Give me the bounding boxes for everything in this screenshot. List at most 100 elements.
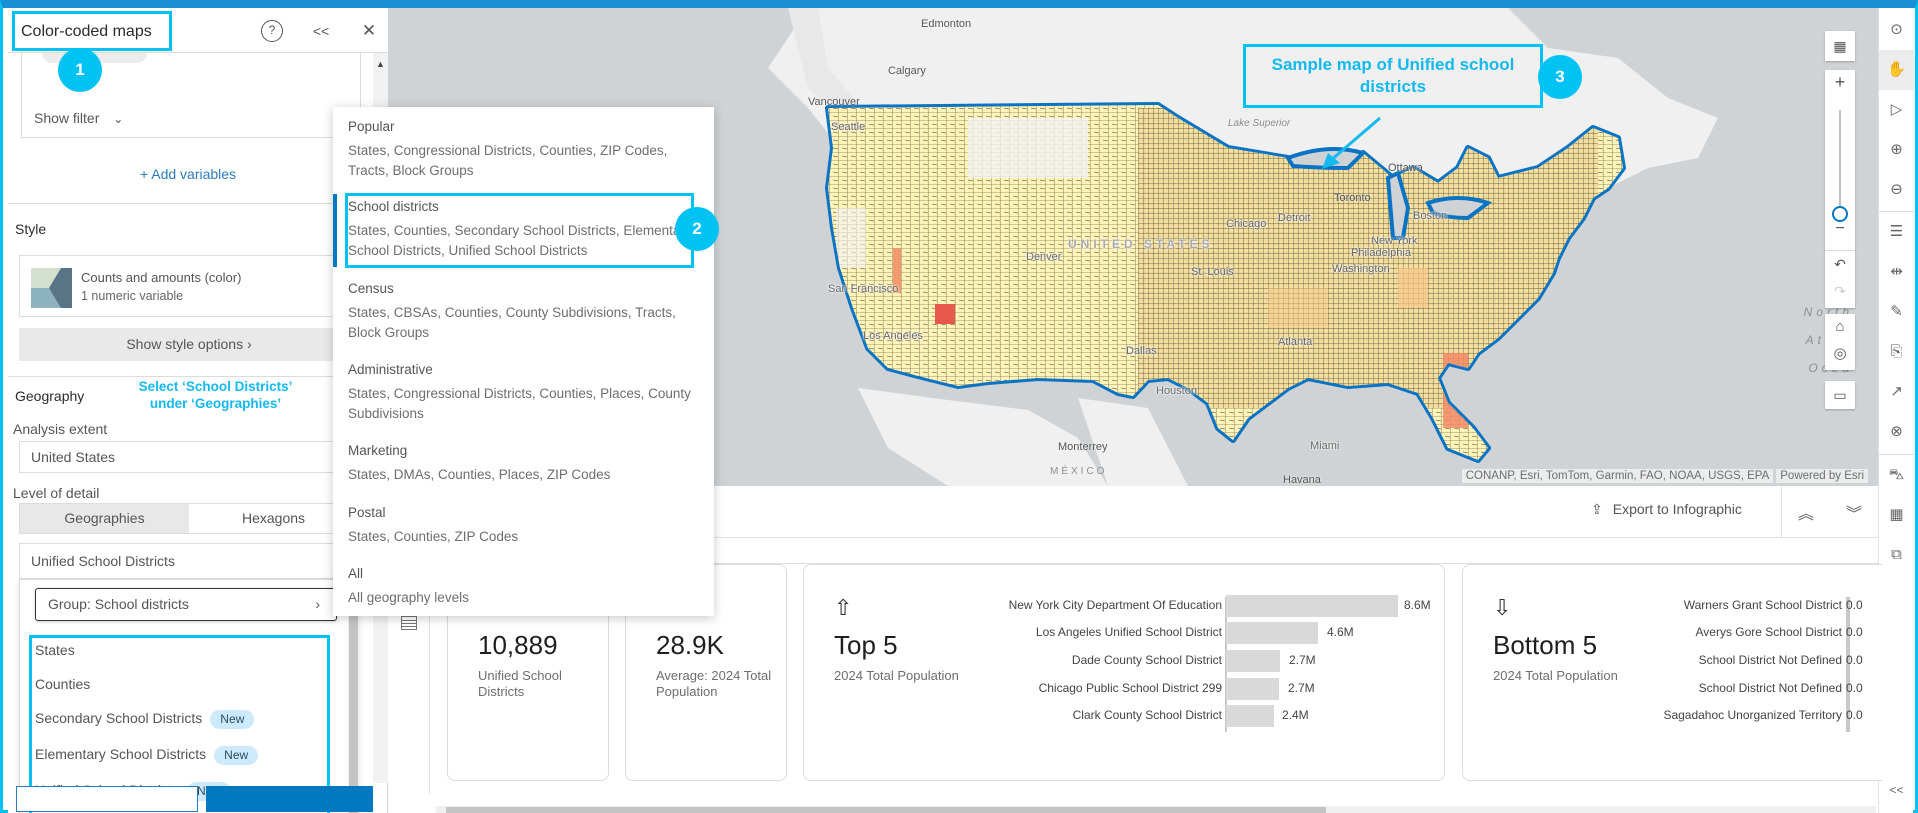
stat-label: Unified School Districts bbox=[478, 668, 562, 699]
panel-header: Color-coded maps ? << ✕ bbox=[8, 8, 388, 53]
legend-icon[interactable]: ☰ bbox=[1889, 223, 1904, 240]
map-label-washington: Washington bbox=[1332, 263, 1390, 275]
drive-time-icon[interactable]: ⛍ bbox=[1888, 466, 1905, 483]
compare-icon[interactable]: ⧉ bbox=[1891, 546, 1902, 563]
stat-label: Average: 2024 Total Population bbox=[656, 668, 772, 699]
top-5-subtitle: 2024 Total Population bbox=[834, 668, 959, 683]
powered-by-esri-link[interactable]: Powered by Esri bbox=[1776, 469, 1868, 483]
add-data-icon[interactable]: ⎘ bbox=[1890, 343, 1903, 360]
arrow-down-icon: ⇩ bbox=[1493, 595, 1512, 620]
dropdown-scrollbar[interactable]: ▼ bbox=[348, 580, 359, 813]
share-icon[interactable]: ↗ bbox=[1890, 383, 1903, 400]
map-label-vancouver: Vancouver bbox=[808, 96, 860, 108]
geo-option-secondary-school-districts[interactable]: Secondary School Districts New bbox=[35, 710, 255, 729]
menu-item-census[interactable]: Census States, CBSAs, Counties, County S… bbox=[333, 281, 714, 341]
style-card[interactable]: Counts and amounts (color) 1 numeric var… bbox=[19, 255, 359, 317]
scrollbar-thumb[interactable] bbox=[349, 580, 358, 813]
measure-icon[interactable]: ⇹ bbox=[1890, 263, 1903, 280]
zoom-in-button[interactable]: + bbox=[1834, 72, 1846, 92]
primary-action-button[interactable] bbox=[206, 786, 373, 812]
map-label-chicago: Chicago bbox=[1226, 218, 1267, 230]
bar-label: School District Not Defined bbox=[1698, 681, 1842, 695]
zoom-out-icon[interactable]: ⊖ bbox=[1890, 181, 1903, 198]
home-locate-control: ⌂ ◎ bbox=[1825, 314, 1855, 370]
close-icon[interactable]: ✕ bbox=[361, 21, 377, 40]
map-label-toronto: Toronto bbox=[1334, 192, 1371, 204]
grid-icon[interactable]: ▦ bbox=[1889, 506, 1904, 523]
geo-option-counties[interactable]: Counties bbox=[35, 676, 90, 692]
style-subtitle: 1 numeric variable bbox=[81, 289, 184, 303]
home-icon[interactable]: ⌂ bbox=[1835, 318, 1845, 335]
clear-icon[interactable]: ⊗ bbox=[1890, 423, 1903, 440]
expand-up-icon[interactable]: ︽ bbox=[1798, 506, 1815, 523]
geography-level-dropdown: Group: School districts › States Countie… bbox=[19, 579, 359, 813]
menu-item-all[interactable]: All All geography levels bbox=[333, 566, 714, 611]
annotation-select-school-districts: Select ‘School Districts’ under ‘Geograp… bbox=[123, 378, 308, 412]
help-icon[interactable]: ? bbox=[261, 20, 283, 42]
redo-button[interactable]: ↷ bbox=[1834, 283, 1846, 299]
menu-item-popular[interactable]: Popular States, Congressional Districts,… bbox=[333, 119, 714, 179]
pin-icon[interactable]: ⊙ bbox=[1890, 21, 1903, 38]
menu-item-desc: All geography levels bbox=[348, 590, 469, 605]
menu-item-title: All bbox=[348, 566, 364, 581]
menu-item-title: Marketing bbox=[348, 443, 408, 458]
menu-item-desc: States, Counties, ZIP Codes bbox=[348, 529, 519, 544]
export-to-infographic-button[interactable]: ⇪ Export to Infographic bbox=[1591, 501, 1742, 518]
geo-option-states[interactable]: States bbox=[35, 642, 75, 658]
chevron-down-icon: ⌄ bbox=[113, 112, 124, 126]
pan-icon[interactable]: ✋ bbox=[1879, 50, 1914, 90]
bar-label: Averys Gore School District bbox=[1695, 625, 1843, 639]
show-style-options-button[interactable]: Show style options › bbox=[19, 328, 359, 361]
callout-badge-2: 2 bbox=[675, 207, 719, 251]
callout-badge-3: 3 bbox=[1538, 55, 1582, 99]
new-badge: New bbox=[214, 746, 259, 765]
selected-indicator bbox=[333, 194, 337, 267]
analysis-extent-field[interactable]: United States bbox=[19, 441, 359, 473]
zoom-slider-track[interactable] bbox=[1839, 110, 1841, 210]
tab-geographies[interactable]: Geographies bbox=[20, 504, 189, 533]
zoom-out-button[interactable]: − bbox=[1835, 220, 1845, 237]
zoom-in-icon[interactable]: ⊕ bbox=[1890, 141, 1903, 158]
table-icon[interactable] bbox=[401, 616, 417, 630]
tab-hexagons[interactable]: Hexagons bbox=[241, 510, 306, 526]
collapse-panel-icon[interactable]: << bbox=[312, 23, 330, 39]
summary-horizontal-scrollbar[interactable] bbox=[436, 806, 1876, 813]
geo-option-elementary-school-districts[interactable]: Elementary School Districts New bbox=[35, 746, 259, 765]
zoom-slider-handle[interactable] bbox=[1832, 206, 1848, 222]
bar-label: Sagadahoc Unorganized Territory bbox=[1663, 708, 1842, 722]
scroll-up-arrow-icon[interactable]: ▲ bbox=[376, 59, 385, 69]
bar-value: 4.6M bbox=[1327, 625, 1354, 639]
basemap-gallery-icon[interactable]: ▦ bbox=[1825, 31, 1855, 61]
bar-value: 0.0 bbox=[1846, 681, 1863, 695]
map-label-calgary: Calgary bbox=[888, 65, 926, 77]
menu-item-marketing[interactable]: Marketing States, DMAs, Counties, Places… bbox=[333, 443, 714, 488]
add-variables-button[interactable]: + Add variables bbox=[139, 166, 237, 182]
export-label: Export to Infographic bbox=[1612, 501, 1742, 517]
bar bbox=[1226, 595, 1398, 617]
bar-label: New York City Department Of Education bbox=[1008, 598, 1222, 612]
collapse-down-icon[interactable]: ︾ bbox=[1846, 506, 1863, 523]
bar-value: 0.0 bbox=[1846, 708, 1863, 722]
menu-item-school-districts[interactable]: School districts States, Counties, Secon… bbox=[333, 193, 714, 268]
scrollbar-thumb[interactable] bbox=[446, 807, 1326, 813]
summary-sidebar bbox=[388, 564, 430, 794]
undo-button[interactable]: ↶ bbox=[1834, 256, 1846, 272]
sketch-icon[interactable]: ✎ bbox=[1890, 303, 1903, 320]
geography-level-select[interactable]: Unified School Districts bbox=[19, 543, 359, 579]
menu-item-postal[interactable]: Postal States, Counties, ZIP Codes bbox=[333, 505, 714, 550]
show-filter-toggle[interactable]: Show filter ⌄ bbox=[34, 110, 123, 126]
group-selector-button[interactable]: Group: School districts › bbox=[35, 588, 337, 621]
secondary-action-button[interactable] bbox=[16, 786, 198, 812]
expand-toolbar-icon[interactable]: << bbox=[1889, 783, 1904, 797]
menu-item-administrative[interactable]: Administrative States, Congressional Dis… bbox=[333, 362, 714, 422]
bar-value: 2.7M bbox=[1289, 653, 1316, 667]
map-label-boston: Boston bbox=[1413, 210, 1448, 222]
menu-item-desc: States, Congressional Districts, Countie… bbox=[348, 143, 668, 178]
select-icon[interactable]: ▷ bbox=[1890, 101, 1903, 118]
locate-icon[interactable]: ◎ bbox=[1833, 345, 1847, 362]
panel-title: Color-coded maps bbox=[12, 11, 172, 51]
map-view[interactable]: Edmonton Calgary Vancouver Seattle San F… bbox=[388, 8, 1878, 486]
summary-toolbar: ⇪ Export to Infographic ︽ ︾ bbox=[388, 486, 1878, 538]
fullscreen-display-icon[interactable]: ▭ bbox=[1825, 381, 1855, 409]
map-label-united-states: UNITED STATES bbox=[1068, 237, 1214, 251]
